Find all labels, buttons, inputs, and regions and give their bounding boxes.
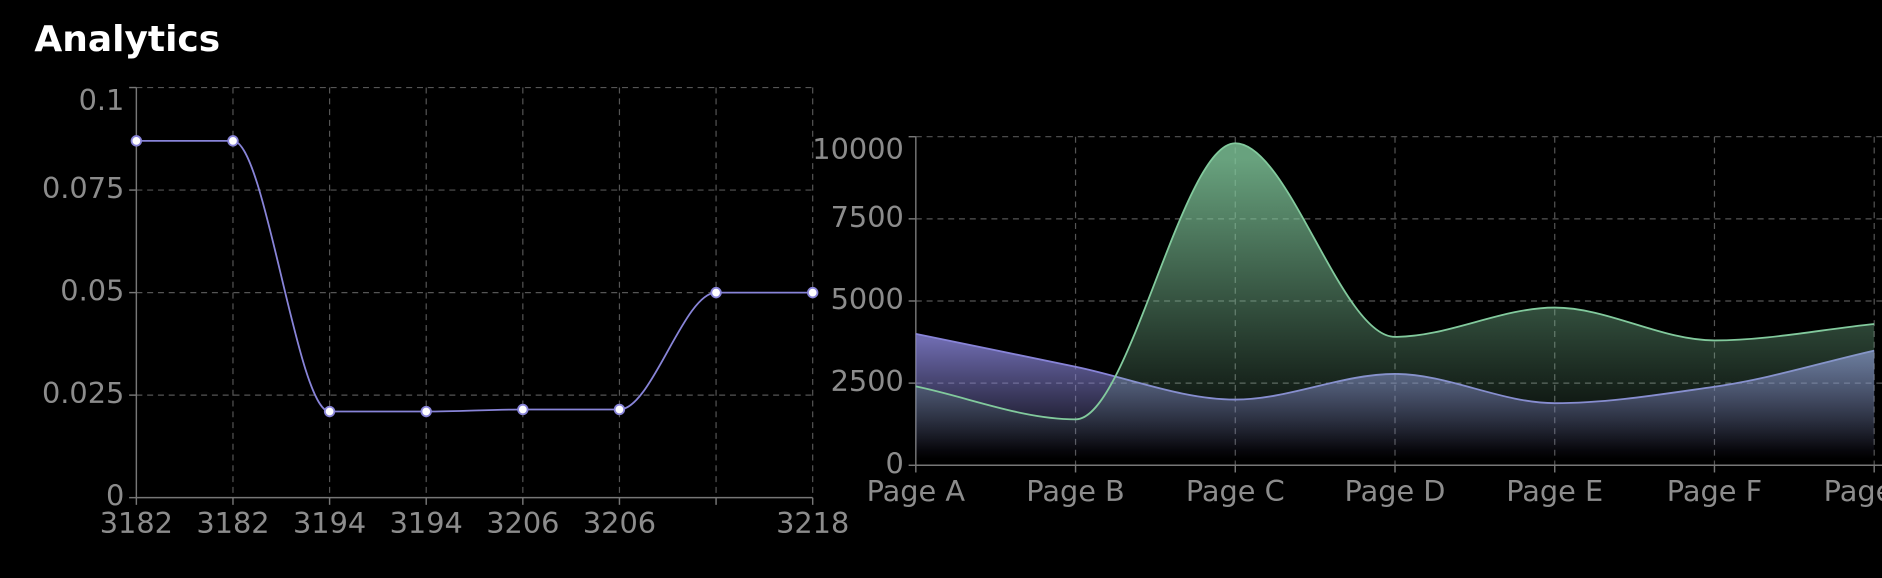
point	[323, 405, 336, 418]
point	[806, 286, 819, 299]
point	[517, 403, 529, 416]
x-tick-label: Page F	[1667, 474, 1762, 508]
point	[130, 135, 143, 147]
area-line	[915, 142, 1875, 421]
chart: 0 2500 5000 7500 10000 Page A Page B Page C Page…	[812, 132, 1882, 508]
point	[227, 135, 239, 147]
x-tick-label: 3194	[293, 506, 366, 540]
x-tick-label: 3206	[486, 506, 559, 540]
x-tick-label: Page G	[1824, 474, 1882, 508]
x-tick-label: Page C	[1186, 474, 1285, 508]
area-fill	[915, 143, 1875, 466]
x-tick-label: Page D	[1345, 474, 1446, 508]
x-tick-label: 3206	[583, 506, 656, 540]
y-tick-label: 2500	[831, 364, 904, 398]
y-tick-label: 10000	[812, 132, 904, 166]
x-tick-label: 3182	[100, 506, 173, 540]
x-tick-label: 3218	[776, 506, 849, 540]
point	[420, 405, 432, 418]
y-tick-label: 5000	[831, 282, 904, 316]
y-tick-label: 0.025	[42, 376, 124, 410]
y-tick-label: 0	[106, 479, 124, 513]
line	[136, 139, 813, 413]
x-tick-label: Page B	[1026, 474, 1125, 508]
x-tick-label: Page A	[867, 474, 966, 508]
y-tick-label: 0.1	[79, 83, 125, 117]
chart: 0 0.025 0.05 0.075 0.1 3182 3182 3194 3194 3206 32…	[42, 83, 849, 540]
y-tick-label: 0	[886, 446, 904, 480]
point	[710, 286, 722, 299]
y-tick-label: 0.075	[42, 171, 124, 205]
y-tick-label: 0.05	[60, 274, 124, 308]
x-tick-label: 3182	[196, 506, 269, 540]
x-tick-label: 3194	[390, 506, 463, 540]
x-tick-label: Page E	[1506, 474, 1603, 508]
point	[613, 403, 626, 416]
y-tick-label: 7500	[831, 200, 904, 234]
page-title: Analytics	[34, 19, 220, 60]
